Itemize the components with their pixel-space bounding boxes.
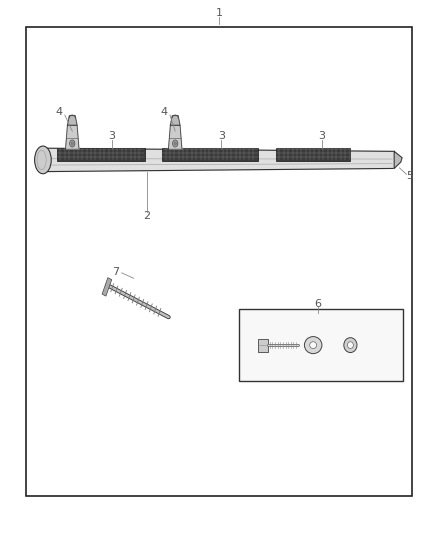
Bar	[102, 278, 112, 296]
Text: 4: 4	[56, 107, 63, 117]
Bar	[57, 148, 145, 161]
Polygon shape	[394, 151, 402, 168]
Bar	[258, 338, 268, 352]
Ellipse shape	[35, 146, 51, 174]
Bar	[26, 27, 412, 496]
Text: 1: 1	[215, 9, 223, 18]
Polygon shape	[44, 148, 394, 172]
Polygon shape	[169, 125, 182, 149]
Bar	[276, 148, 350, 161]
Polygon shape	[66, 125, 79, 149]
Ellipse shape	[304, 337, 322, 354]
Ellipse shape	[347, 342, 353, 349]
Text: 3: 3	[108, 131, 115, 141]
Ellipse shape	[173, 140, 178, 147]
Text: 3: 3	[318, 131, 325, 141]
Text: 7: 7	[113, 267, 120, 277]
Bar	[162, 148, 258, 161]
Ellipse shape	[174, 142, 177, 145]
Text: 2: 2	[143, 211, 150, 221]
Ellipse shape	[70, 140, 75, 147]
Polygon shape	[170, 116, 180, 125]
Text: 5: 5	[406, 171, 413, 181]
Text: 6: 6	[314, 299, 321, 309]
Polygon shape	[67, 116, 77, 125]
Ellipse shape	[344, 338, 357, 353]
Text: 4: 4	[161, 107, 168, 117]
Ellipse shape	[310, 342, 317, 349]
Ellipse shape	[71, 142, 74, 145]
Bar	[239, 309, 403, 381]
Text: 3: 3	[218, 131, 225, 141]
